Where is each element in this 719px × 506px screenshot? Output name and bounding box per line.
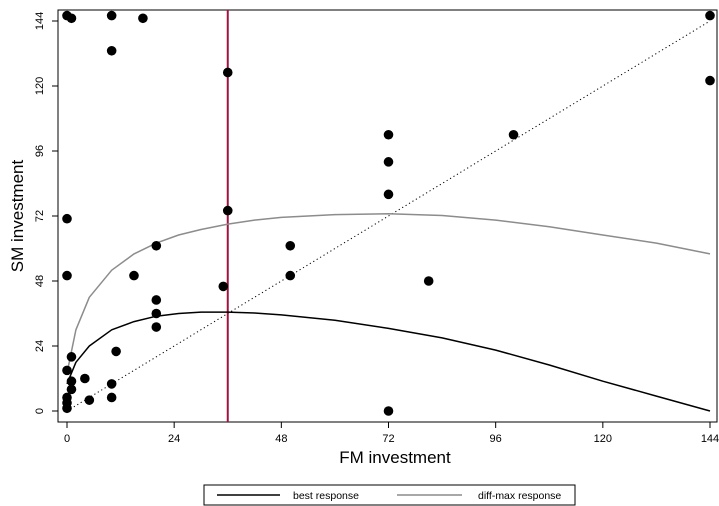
y-tick-label: 48 <box>34 275 46 287</box>
data-point <box>151 295 162 305</box>
data-point <box>705 10 715 21</box>
y-tick-label: 96 <box>34 145 46 157</box>
data-point <box>285 240 296 251</box>
data-point <box>151 308 162 319</box>
x-tick-label: 144 <box>701 433 719 445</box>
x-tick-label: 24 <box>168 433 180 445</box>
y-tick-label: 120 <box>34 77 46 95</box>
curve-diff-max-response <box>66 213 711 374</box>
data-point <box>66 352 77 362</box>
response-curves <box>66 213 711 412</box>
plot-frame <box>57 9 718 423</box>
data-point <box>66 376 77 387</box>
data-point <box>222 67 233 78</box>
data-point <box>151 322 162 332</box>
data-point <box>222 205 233 216</box>
y-tick-label: 0 <box>34 408 46 414</box>
data-point <box>705 75 715 86</box>
data-point <box>106 392 117 403</box>
data-point <box>383 406 394 416</box>
legend-box <box>203 484 576 506</box>
curve-best-response <box>66 311 711 412</box>
data-point <box>151 240 162 251</box>
y-axis-label: SM investment <box>8 160 27 273</box>
data-point <box>62 365 72 376</box>
data-point <box>383 129 394 140</box>
x-tick-label: 96 <box>490 433 502 445</box>
data-point <box>383 157 394 167</box>
data-point <box>84 395 95 405</box>
data-point <box>62 213 72 224</box>
x-tick-label: 72 <box>382 433 394 445</box>
y-tick-label: 24 <box>34 340 46 352</box>
data-point <box>66 13 77 24</box>
x-tick-label: 48 <box>275 433 287 445</box>
data-point <box>129 270 139 281</box>
x-axis-ticks: 0 24 48 72 96 120 144 <box>64 422 719 445</box>
legend-label-best-response: best response <box>293 490 359 502</box>
data-points <box>62 10 715 416</box>
diagonal-reference-line <box>66 20 711 412</box>
data-point <box>106 45 117 56</box>
data-point <box>138 13 148 24</box>
data-point <box>218 281 229 292</box>
data-point <box>111 346 121 357</box>
data-point <box>80 373 90 384</box>
data-point <box>106 379 117 389</box>
x-axis-label: FM investment <box>339 448 451 467</box>
data-point <box>106 10 117 21</box>
axes <box>57 9 718 423</box>
data-point <box>66 384 77 395</box>
x-tick-label: 120 <box>594 433 612 445</box>
data-point <box>423 276 434 286</box>
y-tick-label: 144 <box>34 12 46 30</box>
data-point <box>383 189 394 200</box>
data-point <box>62 392 72 403</box>
data-point <box>508 129 519 140</box>
reference-lines <box>66 10 711 422</box>
legend-label-diff-max-response: diff-max response <box>478 490 561 502</box>
data-point <box>285 270 296 281</box>
y-axis-ticks: 0 24 48 72 96 120 144 <box>34 12 58 414</box>
data-point <box>62 270 72 281</box>
y-tick-label: 72 <box>34 210 46 222</box>
legend: best response diff-max response <box>203 484 576 506</box>
x-tick-label: 0 <box>64 433 70 445</box>
